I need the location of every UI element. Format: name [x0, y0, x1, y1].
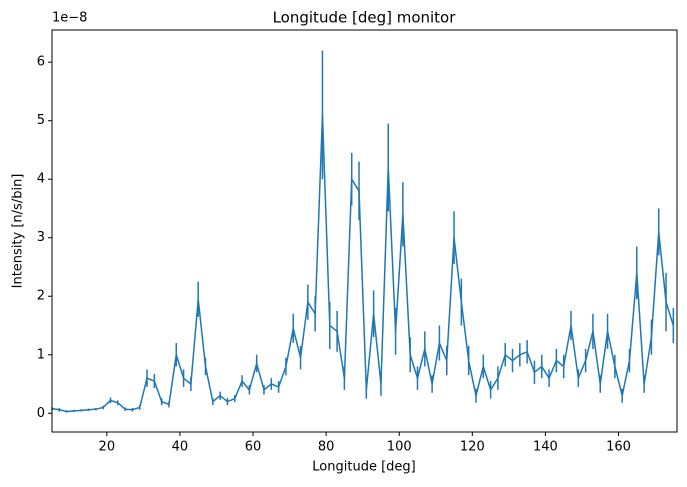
chart-title: Longitude [deg] monitor [273, 9, 457, 27]
y-tick-label: 1 [37, 347, 45, 362]
y-tick-label: 6 [37, 55, 45, 70]
x-tick-label: 140 [533, 440, 558, 455]
data-line [51, 114, 675, 413]
x-tick-label: 60 [245, 440, 262, 455]
y-offset-label: 1e−8 [52, 11, 87, 26]
y-tick-label: 3 [37, 230, 45, 245]
x-tick-label: 20 [99, 440, 116, 455]
y-tick-label: 4 [37, 172, 45, 187]
x-tick-label: 160 [606, 440, 631, 455]
x-tick-label: 100 [387, 440, 412, 455]
x-tick-label: 80 [318, 440, 335, 455]
x-tick-label: 40 [172, 440, 189, 455]
y-tick-label: 0 [37, 406, 45, 421]
y-axis-label: Intensity [n/s/bin] [11, 174, 26, 289]
y-tick-label: 5 [37, 113, 45, 128]
x-tick-label: 120 [460, 440, 485, 455]
y-tick-label: 2 [37, 289, 45, 304]
x-axis-label: Longitude [deg] [312, 460, 415, 475]
plot-frame [51, 29, 678, 433]
